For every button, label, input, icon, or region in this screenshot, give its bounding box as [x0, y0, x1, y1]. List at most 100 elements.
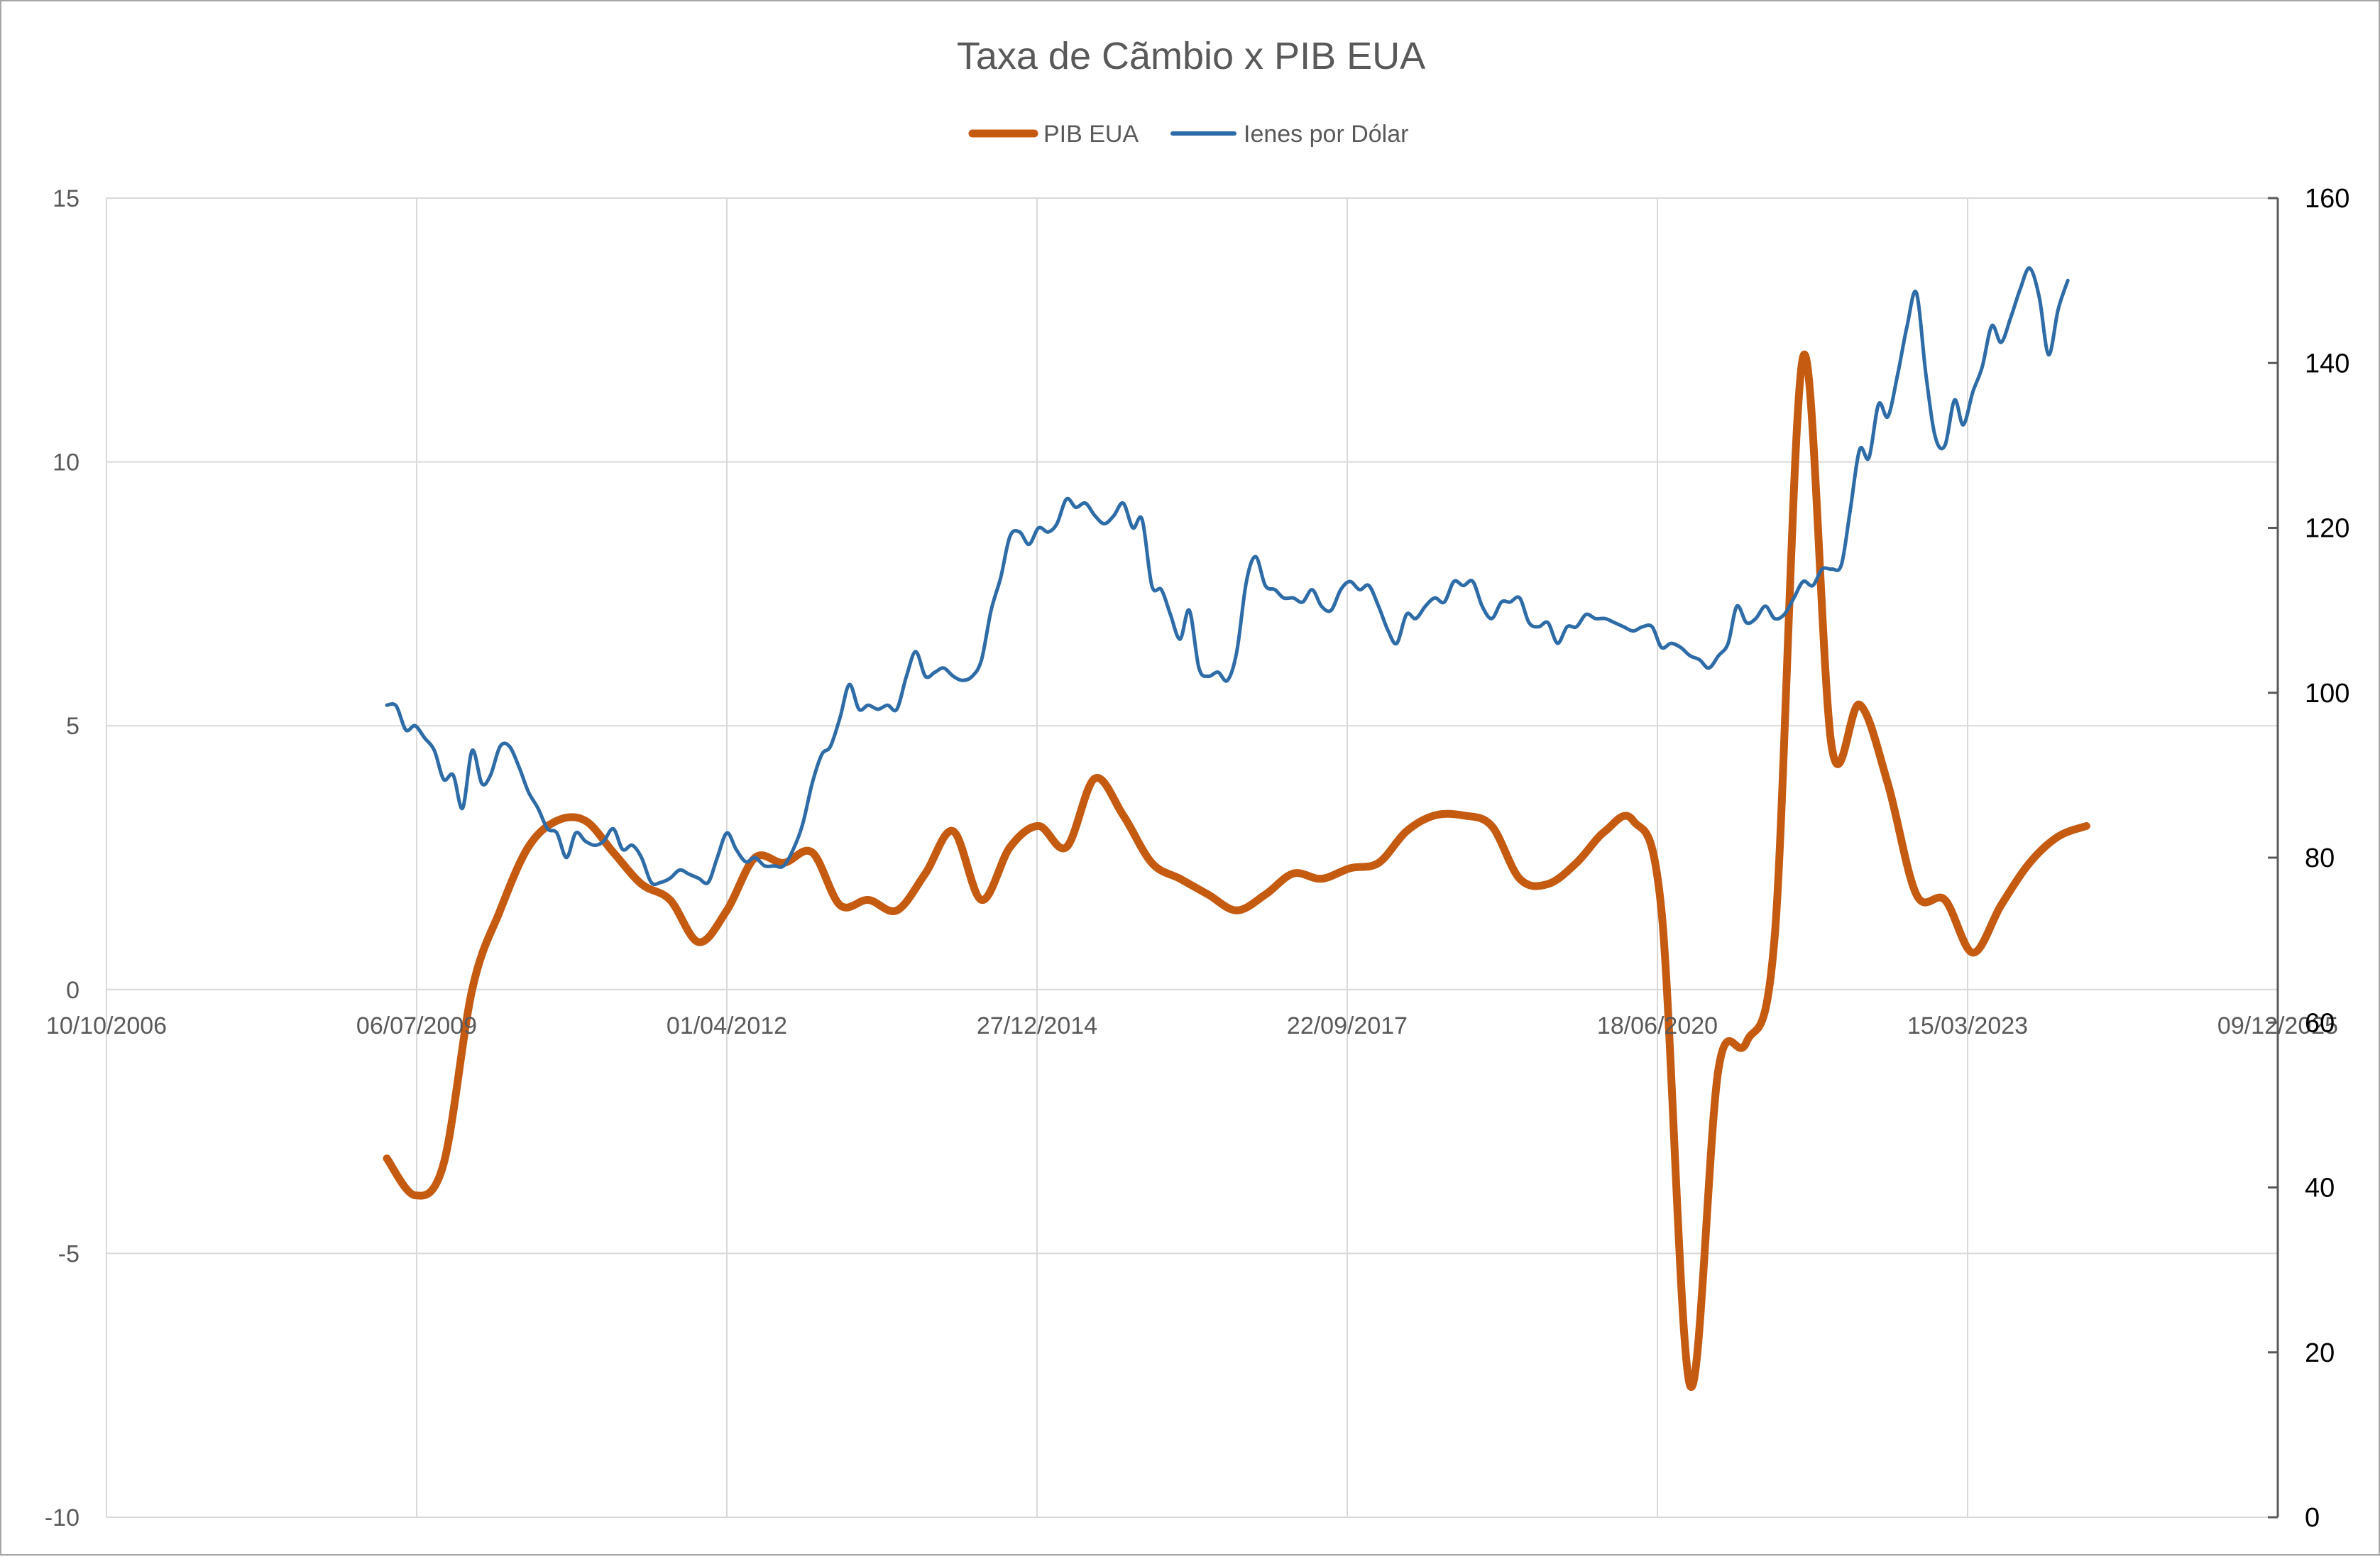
- data-point-ienes-por-dolar[interactable]: [1449, 577, 1458, 586]
- data-point-ienes-por-dolar[interactable]: [1761, 602, 1770, 611]
- data-point-pib-eua[interactable]: [949, 827, 958, 836]
- data-point-ienes-por-dolar[interactable]: [1356, 586, 1364, 594]
- data-point-pib-eua[interactable]: [1119, 812, 1128, 820]
- data-point-ienes-por-dolar[interactable]: [478, 780, 486, 788]
- data-point-pib-eua[interactable]: [1034, 821, 1043, 830]
- data-point-pib-eua[interactable]: [2025, 858, 2034, 867]
- data-point-ienes-por-dolar[interactable]: [2044, 351, 2053, 359]
- data-point-ienes-por-dolar[interactable]: [1619, 623, 1628, 631]
- data-point-pib-eua[interactable]: [1601, 827, 1609, 836]
- data-point-pib-eua[interactable]: [609, 848, 618, 857]
- data-point-ienes-por-dolar[interactable]: [1346, 577, 1354, 586]
- data-point-ienes-por-dolar[interactable]: [1459, 581, 1467, 590]
- data-point-ienes-por-dolar[interactable]: [855, 705, 863, 714]
- data-point-ienes-por-dolar[interactable]: [1686, 652, 1694, 660]
- data-point-ienes-por-dolar[interactable]: [742, 858, 750, 866]
- data-point-pib-eua[interactable]: [1289, 869, 1298, 878]
- data-point-ienes-por-dolar[interactable]: [836, 714, 845, 722]
- data-point-ienes-por-dolar[interactable]: [1582, 610, 1591, 618]
- data-point-pib-eua[interactable]: [666, 896, 674, 905]
- legend-item-pib-eua[interactable]: PIB EUA: [968, 121, 1139, 148]
- data-point-ienes-por-dolar[interactable]: [1648, 623, 1657, 631]
- data-point-ienes-por-dolar[interactable]: [1138, 515, 1146, 524]
- data-point-ienes-por-dolar[interactable]: [1327, 606, 1335, 615]
- data-point-pib-eua[interactable]: [1176, 875, 1185, 883]
- data-point-ienes-por-dolar[interactable]: [468, 746, 476, 755]
- data-point-ienes-por-dolar[interactable]: [628, 841, 637, 850]
- data-point-ienes-por-dolar[interactable]: [1034, 524, 1043, 532]
- data-point-pib-eua[interactable]: [1629, 816, 1638, 825]
- data-point-ienes-por-dolar[interactable]: [543, 824, 552, 833]
- data-point-ienes-por-dolar[interactable]: [392, 701, 400, 710]
- data-point-pib-eua[interactable]: [637, 880, 646, 888]
- data-point-ienes-por-dolar[interactable]: [1572, 623, 1581, 631]
- data-point-ienes-por-dolar[interactable]: [1968, 388, 1977, 396]
- data-point-ienes-por-dolar[interactable]: [1544, 618, 1552, 627]
- data-point-ienes-por-dolar[interactable]: [2054, 305, 2063, 314]
- data-point-pib-eua[interactable]: [1403, 827, 1411, 836]
- data-point-ienes-por-dolar[interactable]: [1337, 586, 1345, 594]
- data-point-ienes-por-dolar[interactable]: [1677, 643, 1685, 652]
- data-point-ienes-por-dolar[interactable]: [1403, 610, 1411, 618]
- data-point-ienes-por-dolar[interactable]: [1308, 586, 1317, 594]
- data-point-pib-eua[interactable]: [1544, 880, 1552, 888]
- data-point-ienes-por-dolar[interactable]: [1657, 643, 1666, 652]
- data-point-ienes-por-dolar[interactable]: [1317, 602, 1326, 611]
- data-point-ienes-por-dolar[interactable]: [591, 841, 599, 850]
- data-point-ienes-por-dolar[interactable]: [1667, 639, 1675, 648]
- data-point-pib-eua[interactable]: [1714, 1064, 1723, 1073]
- data-point-ienes-por-dolar[interactable]: [1393, 639, 1401, 648]
- data-point-ienes-por-dolar[interactable]: [1148, 581, 1156, 590]
- data-point-ienes-por-dolar[interactable]: [1195, 664, 1203, 672]
- data-point-ienes-por-dolar[interactable]: [1789, 594, 1798, 602]
- data-point-ienes-por-dolar[interactable]: [997, 573, 1005, 581]
- data-point-ienes-por-dolar[interactable]: [1752, 614, 1760, 623]
- data-point-ienes-por-dolar[interactable]: [694, 874, 703, 883]
- data-point-ienes-por-dolar[interactable]: [1497, 598, 1506, 606]
- data-point-ienes-por-dolar[interactable]: [1780, 610, 1789, 618]
- data-point-ienes-por-dolar[interactable]: [1978, 363, 1987, 371]
- data-point-ienes-por-dolar[interactable]: [1893, 371, 1902, 380]
- data-point-ienes-por-dolar[interactable]: [826, 742, 835, 750]
- data-point-ienes-por-dolar[interactable]: [496, 742, 505, 750]
- data-point-ienes-por-dolar[interactable]: [1232, 648, 1241, 656]
- data-point-ienes-por-dolar[interactable]: [987, 606, 995, 615]
- data-point-pib-eua[interactable]: [1686, 1381, 1694, 1389]
- data-point-ienes-por-dolar[interactable]: [1214, 668, 1222, 677]
- data-point-ienes-por-dolar[interactable]: [1809, 581, 1817, 590]
- data-point-ienes-por-dolar[interactable]: [751, 853, 759, 862]
- data-point-ienes-por-dolar[interactable]: [1724, 639, 1733, 648]
- data-point-ienes-por-dolar[interactable]: [1044, 528, 1053, 536]
- data-point-pib-eua[interactable]: [1090, 775, 1099, 783]
- data-point-ienes-por-dolar[interactable]: [647, 878, 655, 887]
- data-point-pib-eua[interactable]: [411, 1191, 419, 1200]
- data-point-ienes-por-dolar[interactable]: [1506, 598, 1514, 606]
- data-point-ienes-por-dolar[interactable]: [553, 829, 561, 837]
- data-point-ienes-por-dolar[interactable]: [1695, 655, 1704, 664]
- data-point-ienes-por-dolar[interactable]: [1430, 594, 1439, 602]
- data-point-pib-eua[interactable]: [1657, 906, 1666, 914]
- data-point-pib-eua[interactable]: [2082, 821, 2090, 830]
- series-line-ienes-por-dolar[interactable]: [385, 266, 2070, 887]
- data-point-ienes-por-dolar[interactable]: [1611, 618, 1619, 627]
- data-point-ienes-por-dolar[interactable]: [1242, 577, 1251, 586]
- data-point-ienes-por-dolar[interactable]: [600, 837, 608, 846]
- data-point-ienes-por-dolar[interactable]: [1289, 594, 1298, 602]
- data-point-ienes-por-dolar[interactable]: [1374, 602, 1383, 611]
- data-point-ienes-por-dolar[interactable]: [439, 775, 448, 784]
- data-point-ienes-por-dolar[interactable]: [1921, 371, 1930, 380]
- data-point-ienes-por-dolar[interactable]: [1129, 524, 1137, 532]
- data-point-ienes-por-dolar[interactable]: [940, 664, 948, 672]
- data-point-pib-eua[interactable]: [1261, 890, 1270, 899]
- data-point-pib-eua[interactable]: [921, 869, 930, 878]
- data-point-ienes-por-dolar[interactable]: [931, 668, 939, 677]
- data-point-pib-eua[interactable]: [1148, 858, 1156, 867]
- data-point-ienes-por-dolar[interactable]: [420, 734, 429, 743]
- data-point-ienes-por-dolar[interactable]: [1025, 540, 1033, 549]
- data-point-ienes-por-dolar[interactable]: [402, 726, 410, 734]
- data-point-ienes-por-dolar[interactable]: [1223, 676, 1232, 684]
- data-point-ienes-por-dolar[interactable]: [958, 676, 967, 684]
- data-point-ienes-por-dolar[interactable]: [1912, 289, 1921, 297]
- data-point-pib-eua[interactable]: [1006, 843, 1014, 851]
- data-point-ienes-por-dolar[interactable]: [571, 829, 580, 837]
